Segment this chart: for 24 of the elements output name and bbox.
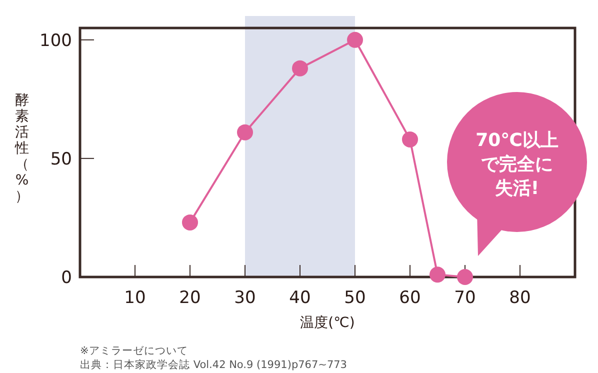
point: [347, 32, 363, 48]
source-note: 出典：日本家政学会誌 Vol.42 No.9 (1991)p767~773: [80, 358, 347, 371]
x-tick-label: 10: [124, 288, 146, 308]
point: [237, 124, 253, 140]
callout: 70℃以上で完全に失活!: [447, 92, 587, 256]
y-axis-title: 酵素活性（%）: [14, 92, 29, 204]
x-tick-label: 60: [399, 288, 421, 308]
y-tick-label: 50: [50, 149, 72, 170]
x-tick-label: 30: [234, 288, 256, 308]
text: ※アミラーゼについて: [80, 345, 188, 357]
x-tick-label: 80: [509, 288, 531, 308]
point: [292, 60, 308, 76]
point: [182, 214, 198, 230]
point: [430, 266, 446, 283]
point: [457, 269, 473, 285]
x-axis-title: 温度(℃): [300, 315, 355, 331]
point: [402, 131, 418, 148]
y-tick-label: 0: [61, 268, 72, 288]
annotation: 70℃以上で完全に失活!: [476, 130, 558, 199]
x-tick-label: 50: [344, 288, 366, 308]
x-tick-label: 40: [289, 288, 311, 308]
y-tick-label: 100: [40, 30, 72, 51]
x-tick-label: 70: [454, 288, 476, 308]
x-tick-label: 20: [179, 288, 201, 308]
